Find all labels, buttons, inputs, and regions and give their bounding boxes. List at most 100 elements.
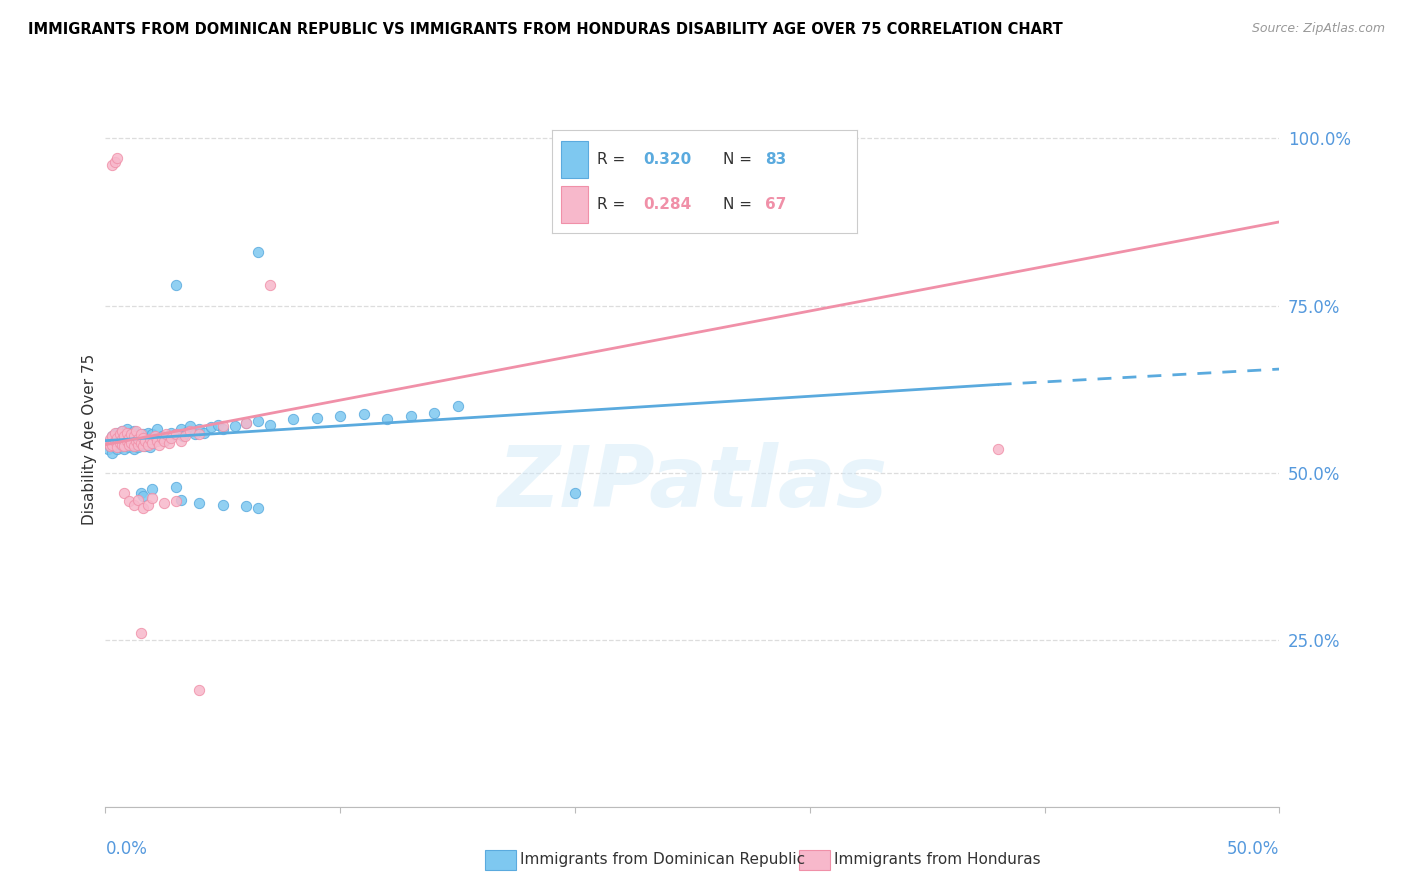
Point <box>127 440 149 454</box>
Point <box>111 425 134 439</box>
Point <box>564 485 586 500</box>
Point <box>179 425 201 439</box>
Point <box>97 442 120 457</box>
Text: ZIPatlas: ZIPatlas <box>498 442 887 525</box>
Point <box>136 498 159 512</box>
Point <box>399 409 422 423</box>
Point <box>120 429 142 443</box>
Point <box>235 416 257 430</box>
Point <box>165 426 187 441</box>
Point <box>122 498 145 512</box>
Point <box>129 485 152 500</box>
Point <box>115 439 138 453</box>
Point <box>146 432 169 446</box>
Point <box>108 426 131 441</box>
Point <box>141 435 163 450</box>
Point <box>104 426 127 441</box>
Point <box>122 434 145 448</box>
Point <box>169 492 191 507</box>
Point <box>122 425 145 439</box>
Point <box>136 425 159 440</box>
Point <box>141 491 163 505</box>
Point <box>141 435 163 450</box>
Point <box>120 435 142 450</box>
Point <box>153 434 176 448</box>
Point <box>259 417 281 432</box>
Point <box>129 437 152 451</box>
Point <box>129 426 152 441</box>
Point <box>165 426 187 441</box>
Point <box>105 152 128 166</box>
Point <box>125 431 148 445</box>
Point <box>165 494 187 508</box>
Point <box>108 431 131 445</box>
Point <box>101 446 124 460</box>
Point <box>111 434 134 448</box>
Point <box>211 422 233 436</box>
Point <box>115 425 138 440</box>
Point <box>105 440 128 454</box>
Point <box>193 425 215 440</box>
Point <box>127 432 149 446</box>
Point <box>148 437 170 451</box>
Bar <box>561 141 588 178</box>
Text: 0.320: 0.320 <box>643 152 692 167</box>
Point <box>353 407 375 421</box>
Point <box>127 437 149 451</box>
Text: Immigrants from Dominican Republic: Immigrants from Dominican Republic <box>520 853 806 867</box>
Point <box>132 489 155 503</box>
Point <box>247 500 270 515</box>
Point <box>118 434 141 448</box>
Point <box>98 439 121 453</box>
Point <box>115 422 138 436</box>
Point <box>105 431 128 445</box>
Text: 0.284: 0.284 <box>643 197 692 212</box>
Point <box>247 244 270 259</box>
Point <box>118 425 141 440</box>
Point <box>143 429 166 443</box>
Point <box>111 425 134 439</box>
Point <box>132 435 155 450</box>
Text: Immigrants from Honduras: Immigrants from Honduras <box>834 853 1040 867</box>
Point <box>247 414 270 428</box>
Point <box>141 483 163 497</box>
Point <box>174 429 197 443</box>
Point <box>112 439 135 453</box>
Point <box>112 485 135 500</box>
Point <box>122 429 145 443</box>
Point <box>375 412 398 426</box>
Point <box>118 431 141 445</box>
Point <box>120 426 142 441</box>
Point <box>146 434 169 448</box>
Point <box>134 431 156 445</box>
Point <box>132 431 155 445</box>
Text: 67: 67 <box>765 197 786 212</box>
Point <box>188 426 211 441</box>
Point <box>111 439 134 453</box>
Point <box>235 416 257 430</box>
Point <box>172 429 194 443</box>
Point <box>146 422 169 436</box>
Point <box>104 425 127 440</box>
Point <box>112 429 135 443</box>
Point <box>141 426 163 441</box>
Point <box>132 439 155 453</box>
Y-axis label: Disability Age Over 75: Disability Age Over 75 <box>82 354 97 524</box>
Point <box>305 410 328 425</box>
Point <box>188 683 211 698</box>
Point <box>160 431 183 445</box>
Text: R =: R = <box>598 197 630 212</box>
Point <box>101 429 124 443</box>
Text: N =: N = <box>723 152 756 167</box>
Point <box>111 437 134 451</box>
Point <box>423 405 446 420</box>
Point <box>112 435 135 450</box>
Point <box>136 434 159 448</box>
Point <box>112 442 135 457</box>
Point <box>111 432 134 446</box>
Point <box>150 429 173 443</box>
Text: 0.0%: 0.0% <box>105 840 148 858</box>
Point <box>987 442 1010 457</box>
Point <box>101 437 124 451</box>
Point <box>125 434 148 448</box>
